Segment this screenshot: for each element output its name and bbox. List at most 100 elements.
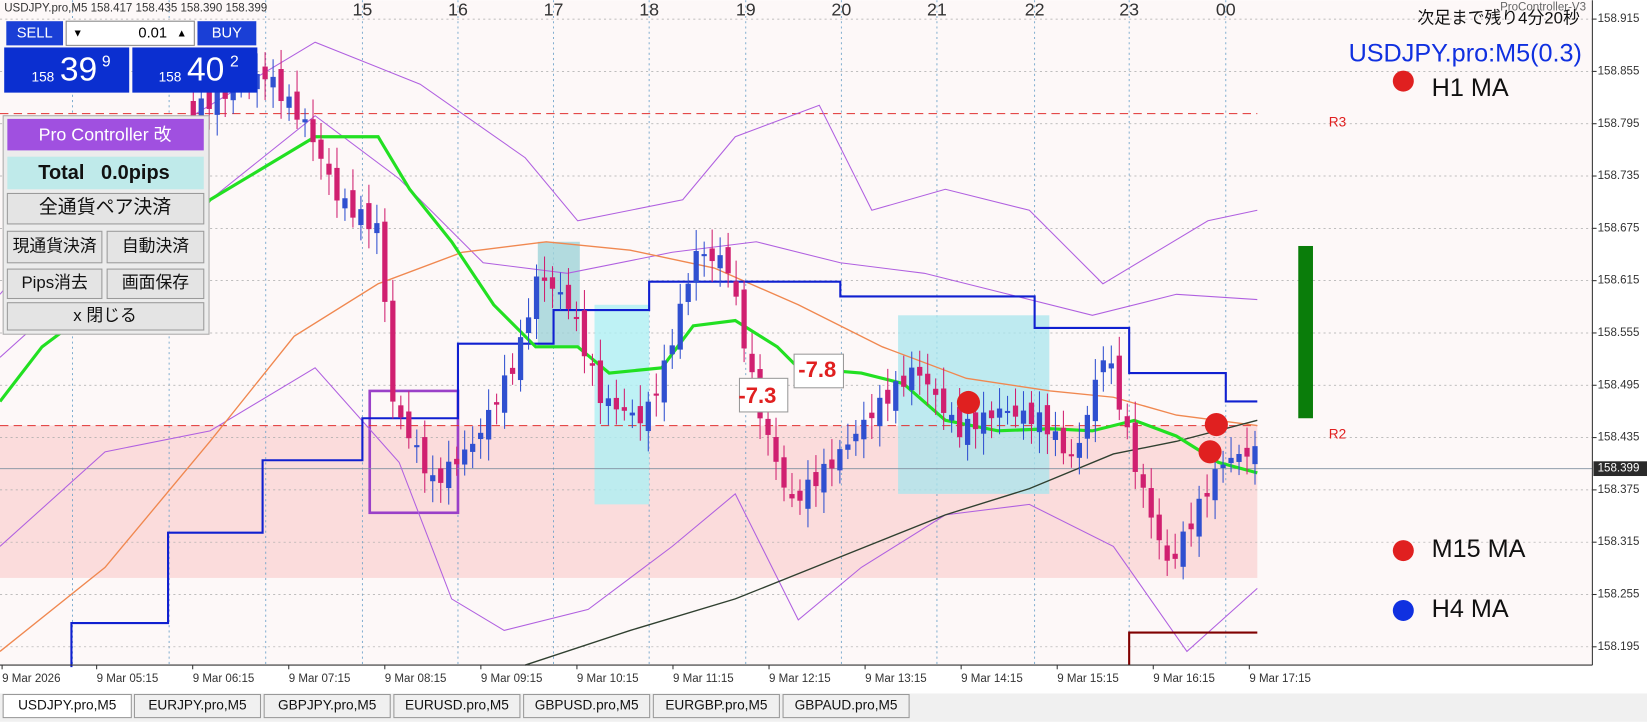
- lot-up[interactable]: ▲: [177, 28, 187, 40]
- lot-down[interactable]: ▼: [73, 28, 83, 40]
- date-label: 17: [544, 0, 564, 19]
- sell-button[interactable]: [6, 21, 64, 46]
- price-label: 158.375: [1598, 484, 1640, 496]
- candle: [1084, 414, 1090, 439]
- tab[interactable]: [133, 693, 262, 719]
- candle: [773, 437, 779, 462]
- tabs: USDJPY.pro,M5 EURJPY.pro,M5 GBPJPY.pro,M5 E…: [2, 693, 910, 719]
- tab[interactable]: [393, 693, 521, 719]
- candle: [517, 337, 524, 381]
- candle: [1124, 416, 1130, 428]
- trade-result: -7.8: [798, 357, 836, 382]
- symbol-info: USDJPY.pro,M5 158.417 158.435 158.390 15…: [4, 3, 267, 15]
- candle: [382, 221, 388, 302]
- lot-input[interactable]: [65, 20, 195, 46]
- candle: [621, 407, 627, 411]
- candle: [1204, 493, 1210, 497]
- price-label: 158.735: [1598, 170, 1640, 182]
- candle: [454, 458, 460, 465]
- button[interactable]: [106, 268, 205, 300]
- candle: [845, 444, 851, 450]
- button[interactable]: [6, 268, 103, 300]
- date-label: 22: [1025, 0, 1045, 19]
- candle: [693, 251, 699, 283]
- button[interactable]: [6, 230, 103, 264]
- time-label: 9 Mar 11:15: [673, 673, 734, 685]
- time-label: 9 Mar 09:15: [481, 673, 543, 685]
- candle: [837, 449, 843, 471]
- ma-label: M15 MA: [1432, 535, 1526, 563]
- buy-price-box[interactable]: [132, 47, 258, 93]
- candle: [198, 98, 204, 125]
- ma-line: [524, 419, 1258, 666]
- price-label: 158.915: [1598, 13, 1640, 25]
- sell-price-box[interactable]: [4, 47, 130, 93]
- candle: [549, 277, 556, 289]
- candle: [1052, 431, 1059, 440]
- result-box: [738, 377, 789, 413]
- ma-icon: [1392, 540, 1414, 562]
- tab-label: EURGBP.pro,M5: [665, 698, 768, 713]
- candle: [1044, 405, 1051, 435]
- candle: [310, 119, 316, 143]
- candle: [190, 100, 196, 116]
- time-label: 9 Mar 2026: [2, 673, 60, 685]
- date-label: 00: [1216, 0, 1236, 19]
- date-label: 23: [1119, 0, 1139, 19]
- candle: [214, 91, 220, 115]
- price-label: 158.615: [1598, 275, 1640, 287]
- date-label: 16: [448, 0, 468, 19]
- candle: [972, 412, 979, 430]
- candle: [725, 247, 731, 274]
- candle: [1164, 545, 1170, 561]
- button-label: 全通貨ペア決済: [39, 196, 171, 218]
- candle: [1180, 531, 1186, 567]
- tab[interactable]: [523, 693, 651, 719]
- tab[interactable]: [2, 693, 132, 719]
- button[interactable]: [6, 302, 205, 331]
- tab-label: USDJPY.pro,M5: [18, 698, 117, 713]
- candle: [613, 397, 619, 410]
- buy-button[interactable]: [197, 21, 257, 46]
- button-label: 画面保存: [122, 273, 189, 292]
- candle: [1132, 422, 1138, 472]
- time-label: 9 Mar 06:15: [193, 673, 255, 685]
- marker: [956, 390, 981, 415]
- marker: [1204, 412, 1228, 437]
- button[interactable]: [106, 230, 205, 264]
- candle: [1220, 464, 1226, 468]
- total-bg: [7, 156, 204, 190]
- lot-value: 0.01: [138, 26, 167, 42]
- price-label: 158.795: [1598, 118, 1640, 130]
- candle: [1100, 360, 1106, 373]
- tab[interactable]: [652, 693, 780, 719]
- candle: [470, 443, 476, 452]
- candle: [1228, 457, 1234, 464]
- price-label: 158.555: [1598, 327, 1640, 339]
- candle: [478, 432, 484, 440]
- candle: [677, 303, 683, 350]
- candle: [1012, 405, 1019, 417]
- candle: [390, 300, 396, 402]
- button[interactable]: [6, 192, 205, 225]
- date-label: 15: [352, 0, 372, 19]
- candle: [573, 316, 580, 320]
- time-label: 9 Mar 07:15: [289, 673, 351, 685]
- candle: [749, 353, 755, 373]
- candle: [765, 418, 771, 435]
- axes: 158.915 158.855 158.795 158.735 158.675 158.6…: [1, 0, 1640, 685]
- candle: [565, 284, 572, 309]
- tab[interactable]: [782, 693, 910, 719]
- button-label: x 閉じる: [73, 306, 136, 325]
- tab[interactable]: [263, 693, 391, 719]
- price-label: 158.495: [1598, 379, 1640, 391]
- candle: [358, 209, 364, 226]
- candle: [605, 398, 612, 407]
- step-line: [1128, 631, 1258, 666]
- buy-price-main: 40: [187, 51, 224, 88]
- current-price-box: [1593, 461, 1647, 477]
- candle: [877, 397, 883, 427]
- candle: [637, 406, 643, 424]
